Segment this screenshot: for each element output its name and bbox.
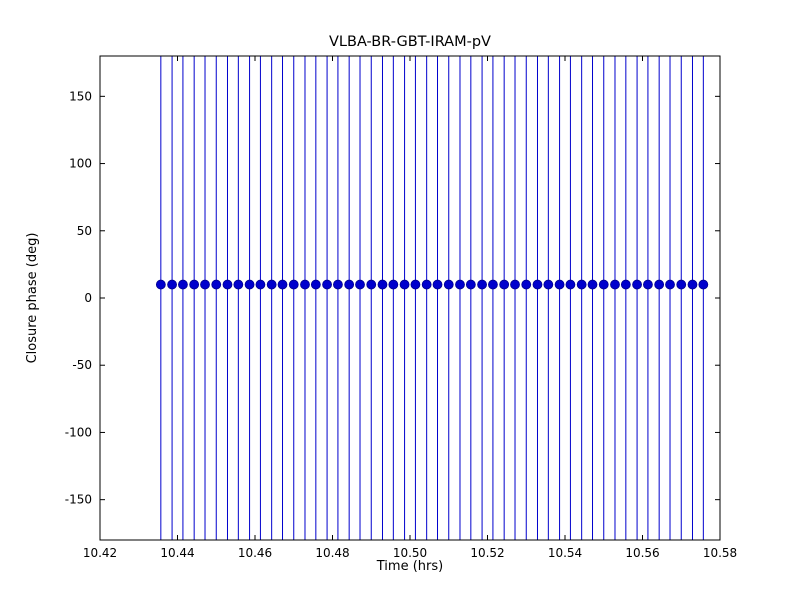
data-point-marker [178,279,188,290]
y-axis-label: Closure phase (deg) [25,233,40,364]
data-point-marker [288,279,299,290]
data-point-marker [565,279,576,290]
x-tick-label: 10.42 [83,546,117,560]
data-point-marker [355,279,365,290]
data-point-marker [521,279,532,290]
data-point-marker [665,279,675,290]
data-point-marker [322,279,332,290]
data-point-marker [300,279,310,290]
y-tick-label: 100 [69,157,92,171]
data-point-marker [676,279,687,290]
data-point-marker [399,279,410,290]
chart-title: VLBA-BR-GBT-IRAM-pV [329,34,491,50]
data-point-marker [610,279,620,290]
data-point-marker [687,279,698,290]
x-tick-label: 10.44 [160,546,194,560]
data-point-marker [233,279,244,290]
data-point-marker [532,279,543,290]
data-point-marker [554,279,565,290]
y-tick-label: -100 [65,425,92,439]
data-point-marker [465,279,476,290]
data-point-marker [587,279,598,290]
data-point-marker [643,279,653,290]
axes-frame [99,55,721,541]
data-point-marker [421,279,432,290]
data-point-marker [632,279,642,290]
data-point-marker [499,279,510,290]
x-tick-label: 10.58 [703,546,737,560]
data-point-marker [654,279,665,290]
y-tick-label: 0 [84,291,92,305]
data-point-marker [477,279,487,290]
x-tick-label: 10.52 [470,546,504,560]
x-tick-label: 10.50 [393,546,427,560]
data-point-marker [455,279,465,290]
data-point-marker [410,279,421,290]
data-point-marker [510,279,520,290]
data-point-marker [310,279,321,290]
data-point-marker [543,279,554,290]
data-point-marker [576,279,587,290]
data-point-marker [366,279,377,290]
y-tick-label: -50 [72,358,92,372]
data-point-marker [443,279,454,290]
data-point-marker [266,279,277,290]
data-point-marker [698,279,709,290]
plot-area: 10.42 10.44 10.46 10.48 10.50 10.52 10.54 10.56… [65,55,737,560]
data-point-marker [200,279,210,290]
x-tick-label: 10.56 [625,546,659,560]
data-point-marker [388,279,399,290]
y-tick-label: -150 [65,493,92,507]
data-point-marker [377,279,388,290]
data-point-marker [189,279,200,290]
data-point-marker [333,279,343,290]
data-point-marker [167,279,177,290]
data-point-marker [222,279,233,290]
data-point-marker [598,279,609,290]
data-point-marker [244,279,255,290]
x-tick-label: 10.48 [315,546,349,560]
x-tick-label: 10.54 [548,546,582,560]
data-point-marker [488,279,498,290]
data-point-marker [344,279,355,290]
x-axis-label: Time (hrs) [376,559,443,574]
data-point-marker [155,279,166,290]
x-tick-label: 10.46 [238,546,272,560]
y-tick-label: 50 [77,224,92,238]
data-point-marker [255,279,266,290]
data-point-marker [277,279,288,290]
data-point-marker [620,279,631,290]
data-point-marker [211,279,222,290]
data-point-marker [432,279,443,290]
y-tick-label: 150 [69,89,92,103]
